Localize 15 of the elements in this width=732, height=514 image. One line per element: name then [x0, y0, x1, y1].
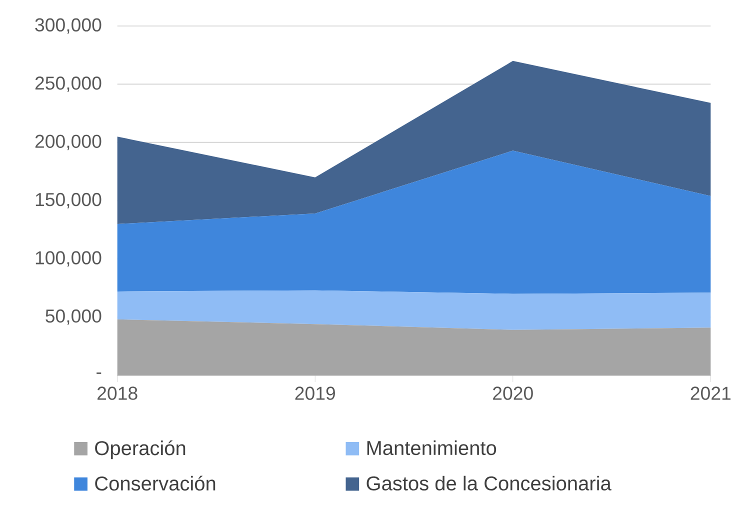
- y-tick-label: 200,000: [35, 134, 102, 150]
- x-tick-label: 2020: [493, 386, 533, 400]
- legend-label: Operación: [95, 440, 186, 460]
- x-tick-label: 2018: [98, 386, 138, 400]
- y-tick-label: -: [96, 372, 102, 374]
- x-tick-label: 2019: [295, 386, 335, 400]
- y-tick-label: 300,000: [35, 18, 102, 34]
- legend-label: Mantenimiento: [367, 440, 496, 456]
- legend-label: Gastos de la Concesionaria: [366, 476, 612, 490]
- x-tick-label: 2021: [690, 386, 731, 400]
- legend-label: Conservación: [95, 476, 216, 491]
- y-tick-label: 50,000: [46, 309, 102, 325]
- y-tick-label: 150,000: [36, 192, 102, 208]
- y-tick-label: 250,000: [35, 76, 102, 92]
- y-tick-label: 100,000: [36, 251, 102, 267]
